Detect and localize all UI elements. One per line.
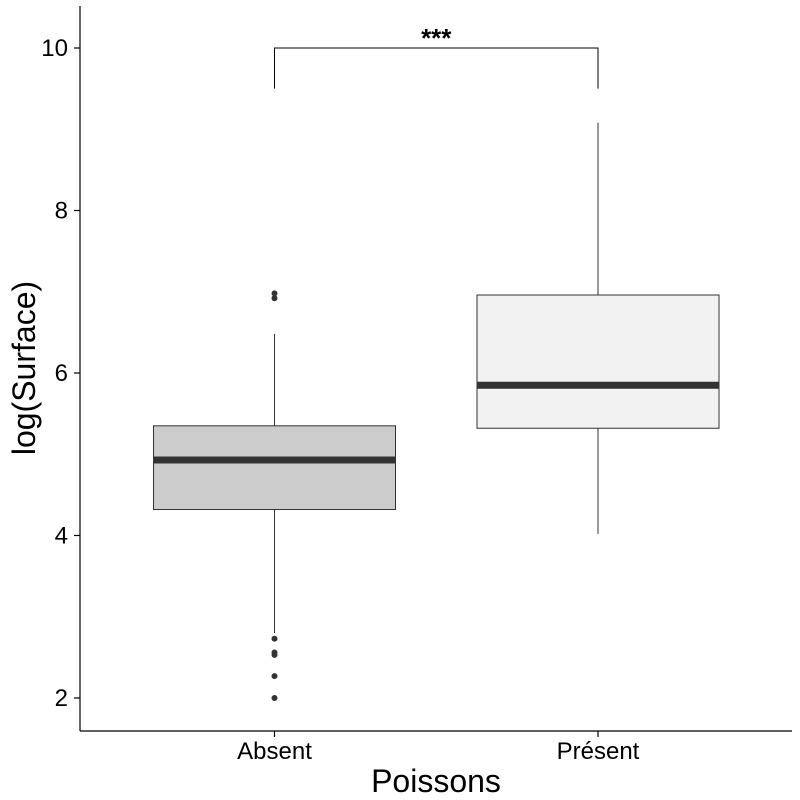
- x-tick-label: Présent: [557, 738, 640, 765]
- y-tick-label: 2: [55, 685, 68, 712]
- box-present: [476, 122, 720, 534]
- iqr-box: [153, 425, 396, 510]
- outlier-point: [271, 290, 278, 297]
- y-tick-label: 4: [55, 523, 68, 550]
- y-tick-label: 10: [41, 35, 68, 62]
- y-tick-label: 6: [55, 360, 68, 387]
- axes: 2 4 6 8 10 Absent Présent: [41, 6, 792, 765]
- iqr-box: [476, 294, 720, 429]
- box-absent: [153, 290, 396, 701]
- bracket-line: [274, 47, 599, 89]
- x-axis-title: Poissons: [371, 763, 501, 799]
- y-axis-title: log(Surface): [6, 281, 42, 455]
- outlier-point: [271, 673, 278, 680]
- outlier-point: [271, 635, 278, 642]
- y-tick-label: 8: [55, 198, 68, 225]
- outlier-point: [271, 295, 278, 302]
- significance-bracket: ***: [274, 23, 599, 89]
- outlier-point: [271, 695, 278, 701]
- x-tick-label: Absent: [237, 738, 312, 765]
- plot-area: ***: [153, 23, 720, 701]
- significance-label: ***: [421, 23, 452, 53]
- outlier-point: [271, 649, 278, 656]
